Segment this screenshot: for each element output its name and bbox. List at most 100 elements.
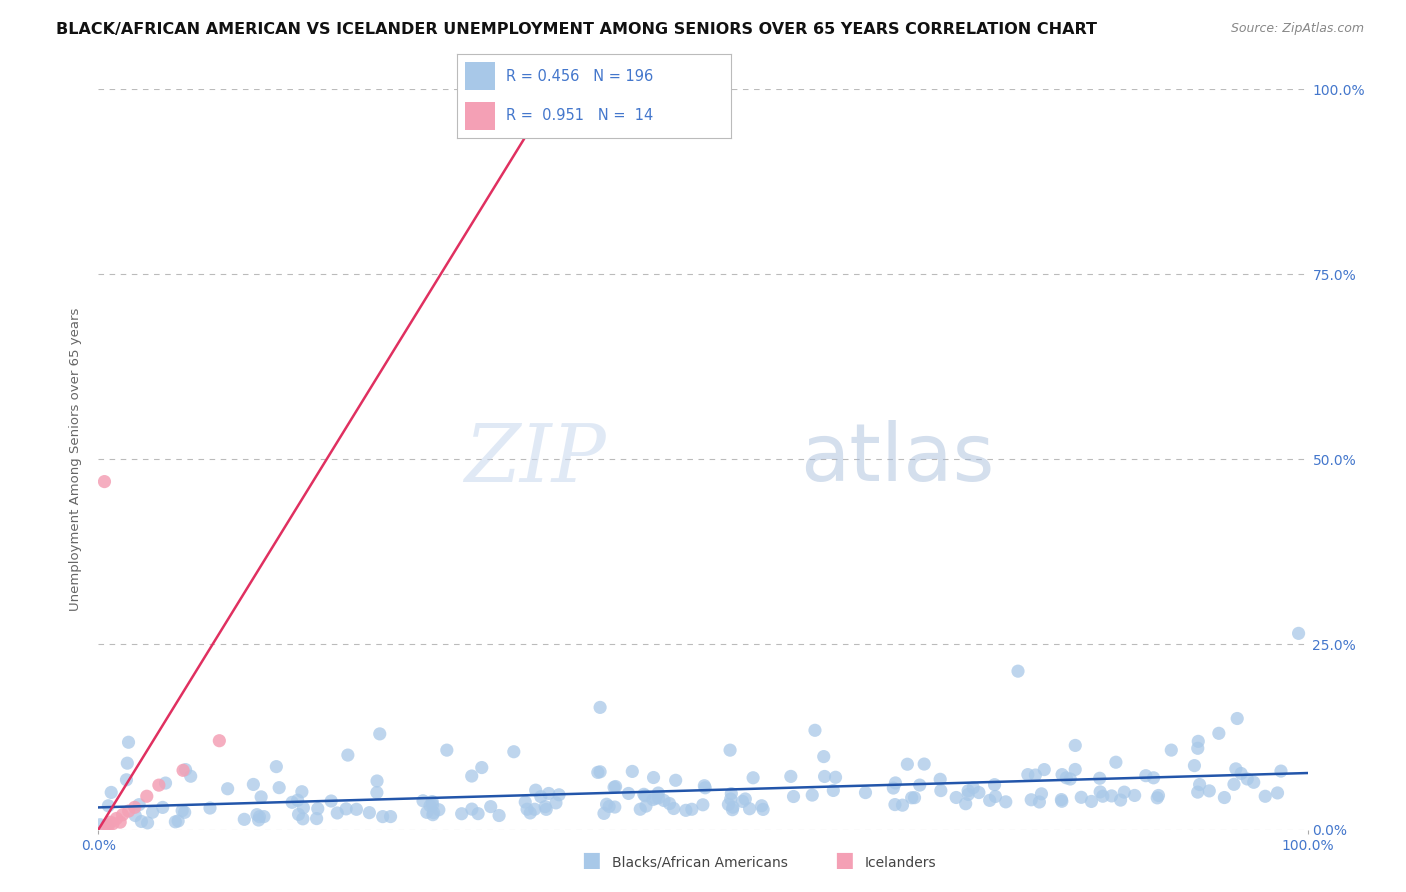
Point xyxy=(593,806,616,821)
Point xyxy=(882,780,904,795)
Point xyxy=(738,802,761,816)
Text: R =  0.951   N =  14: R = 0.951 N = 14 xyxy=(506,108,654,123)
Point xyxy=(1160,743,1182,757)
Point xyxy=(287,807,309,822)
Point xyxy=(115,772,138,787)
Point xyxy=(720,792,742,806)
Text: ■: ■ xyxy=(581,850,600,870)
Point xyxy=(929,772,952,787)
Point xyxy=(427,803,450,817)
Point xyxy=(100,785,122,799)
Text: BLACK/AFRICAN AMERICAN VS ICELANDER UNEMPLOYMENT AMONG SENIORS OVER 65 YEARS COR: BLACK/AFRICAN AMERICAN VS ICELANDER UNEM… xyxy=(56,22,1097,37)
Point xyxy=(359,805,381,820)
Point xyxy=(336,748,359,763)
Point xyxy=(718,743,741,757)
Y-axis label: Unemployment Among Seniors over 65 years: Unemployment Among Seniors over 65 years xyxy=(69,308,83,611)
Point xyxy=(896,757,918,772)
Point xyxy=(617,787,640,801)
Point xyxy=(721,800,744,814)
Point xyxy=(371,809,394,823)
Point xyxy=(589,700,612,714)
Point xyxy=(1059,772,1081,786)
Point xyxy=(266,759,288,773)
Point xyxy=(1142,771,1164,785)
Point xyxy=(124,800,146,814)
Point xyxy=(1270,764,1292,778)
Point xyxy=(717,797,740,812)
Point xyxy=(1033,763,1056,777)
Point xyxy=(823,783,845,797)
Point xyxy=(804,723,827,738)
Text: ■: ■ xyxy=(834,850,853,870)
Point xyxy=(242,777,264,791)
Point xyxy=(321,794,343,808)
Point xyxy=(124,808,146,822)
Point xyxy=(1105,756,1128,770)
Point xyxy=(516,802,538,816)
Point xyxy=(1064,763,1087,777)
Point xyxy=(662,801,685,815)
Point xyxy=(1208,726,1230,740)
Point xyxy=(813,749,835,764)
Point xyxy=(665,773,688,788)
Point xyxy=(994,795,1017,809)
Point xyxy=(813,769,835,783)
Point xyxy=(118,804,141,818)
Point xyxy=(155,776,177,790)
Point xyxy=(1050,792,1073,806)
Point xyxy=(422,807,444,822)
Point xyxy=(450,806,472,821)
Point xyxy=(1223,777,1246,791)
Point xyxy=(957,784,980,798)
Point xyxy=(479,799,502,814)
Point xyxy=(1147,789,1170,803)
Point xyxy=(634,789,657,803)
Point xyxy=(180,769,202,783)
Point xyxy=(208,733,231,747)
Point xyxy=(647,790,669,805)
Point xyxy=(1184,758,1206,772)
Point xyxy=(292,801,315,815)
Point xyxy=(530,789,553,804)
Point xyxy=(422,805,444,820)
Point xyxy=(643,771,665,785)
Point xyxy=(326,805,349,820)
Point xyxy=(217,781,239,796)
Point xyxy=(173,805,195,820)
Point xyxy=(1064,739,1087,753)
Point xyxy=(436,743,458,757)
Point xyxy=(1187,734,1209,748)
Point xyxy=(291,785,314,799)
Point xyxy=(1226,712,1249,726)
Point xyxy=(621,764,644,779)
Point xyxy=(1114,785,1136,799)
Point xyxy=(100,815,122,830)
FancyBboxPatch shape xyxy=(465,102,495,130)
Point xyxy=(742,771,765,785)
Point xyxy=(135,789,157,804)
Point xyxy=(1225,762,1247,776)
Point xyxy=(534,799,557,814)
Point xyxy=(1054,771,1077,785)
Point xyxy=(647,786,669,800)
Point xyxy=(605,780,627,794)
Point xyxy=(1109,793,1132,807)
Point xyxy=(174,763,197,777)
Point xyxy=(967,786,990,800)
Point xyxy=(422,797,444,812)
Point xyxy=(903,790,925,805)
Point xyxy=(136,815,159,830)
Point xyxy=(366,774,388,789)
Point xyxy=(461,769,484,783)
Point xyxy=(111,807,134,822)
Point xyxy=(368,727,391,741)
Point xyxy=(955,797,977,811)
Point xyxy=(695,780,717,795)
Point xyxy=(734,792,756,806)
Point xyxy=(172,764,194,778)
Point xyxy=(101,816,124,830)
Point xyxy=(198,801,221,815)
Point xyxy=(467,806,489,821)
Text: R = 0.456   N = 196: R = 0.456 N = 196 xyxy=(506,69,654,84)
Point xyxy=(929,783,952,797)
